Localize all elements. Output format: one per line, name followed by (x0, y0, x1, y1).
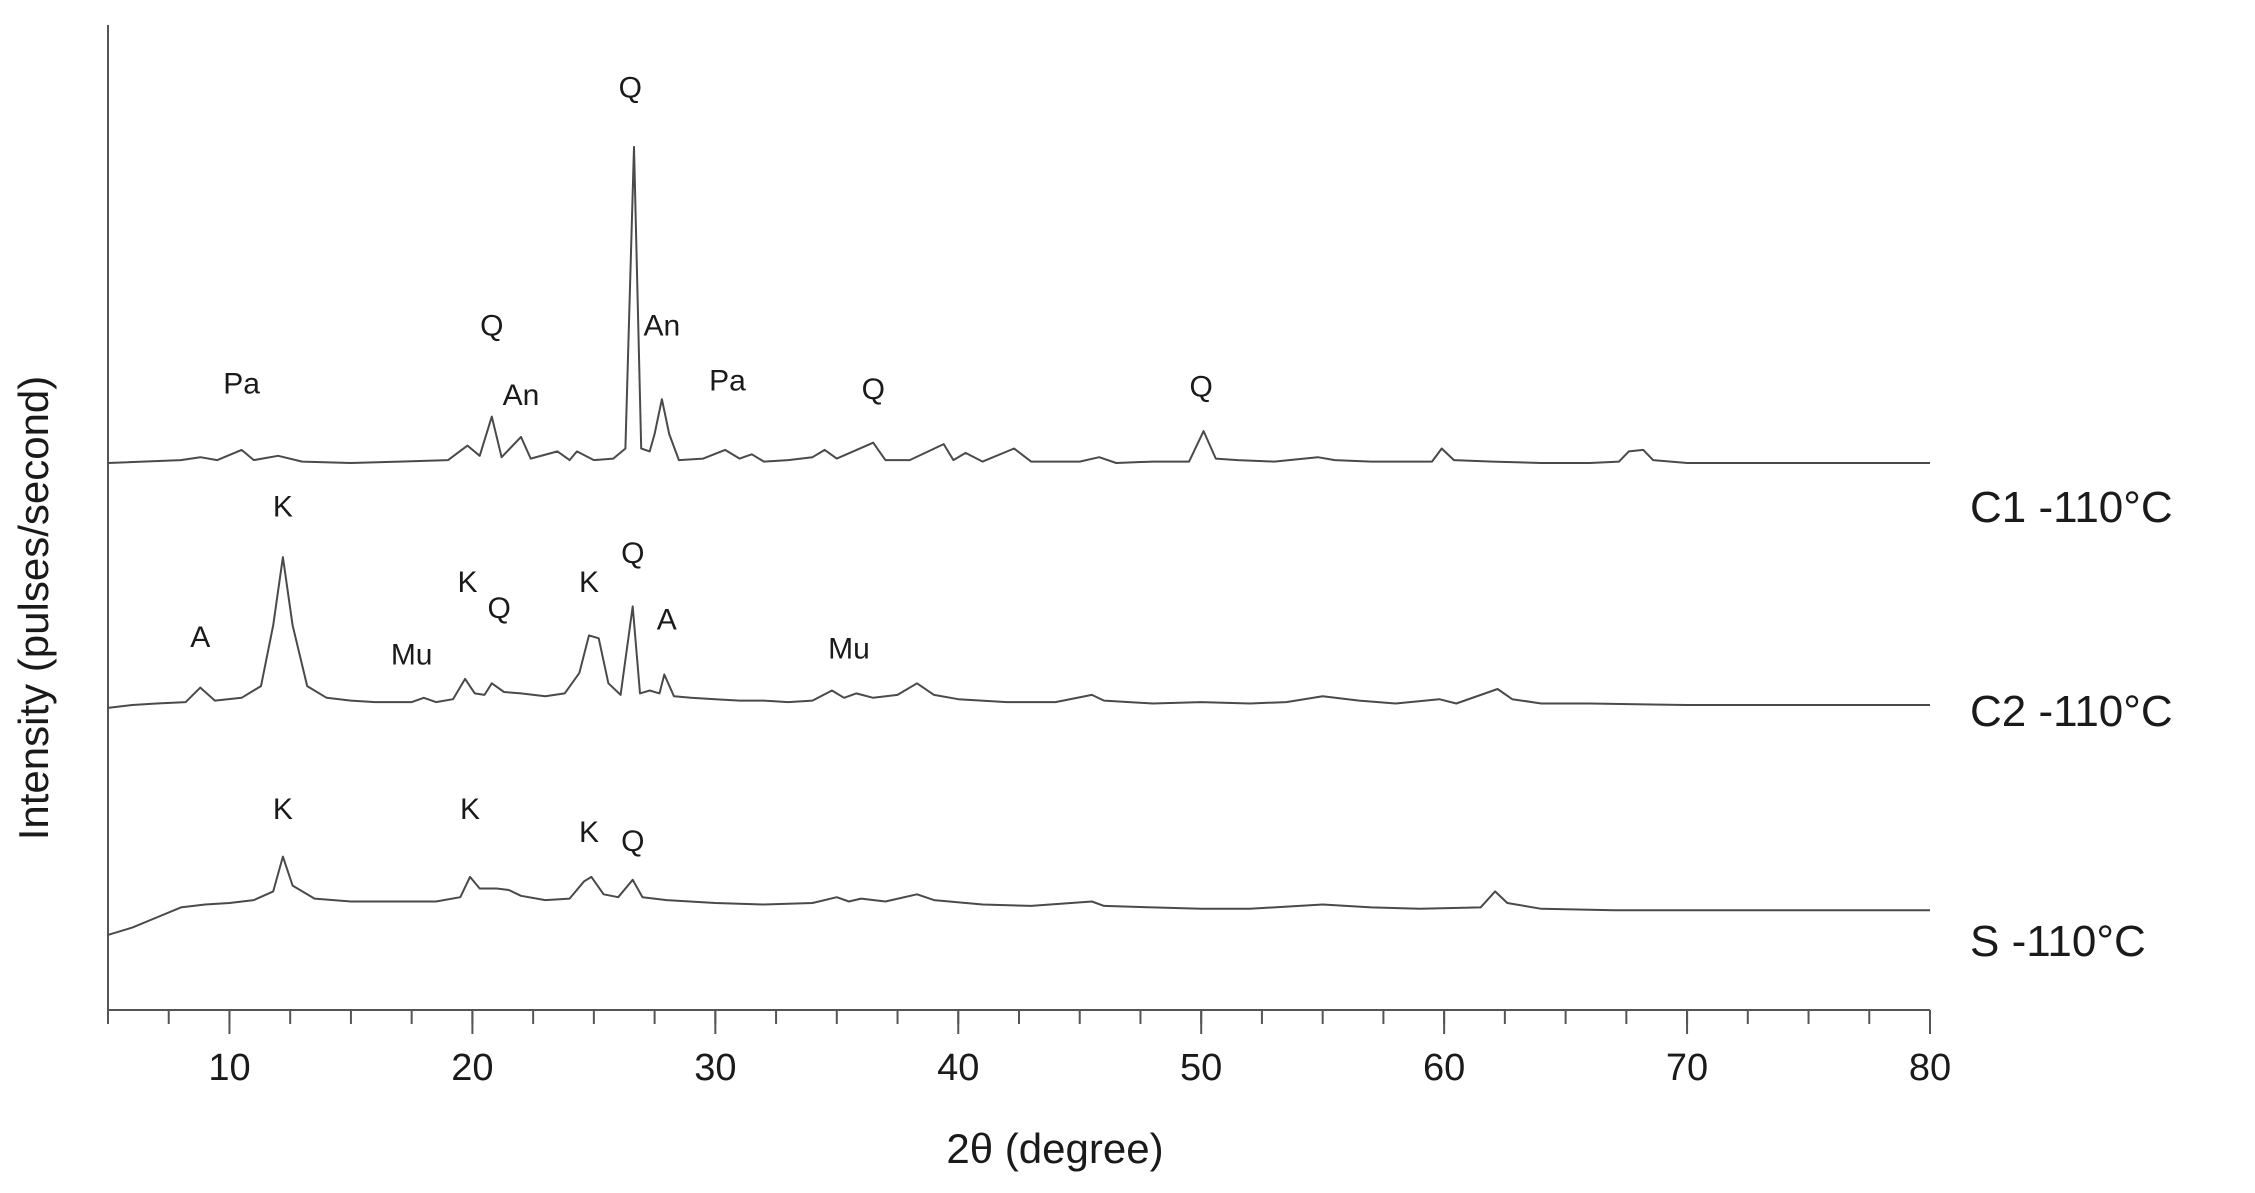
series-trace-3 (107, 855, 1930, 936)
x-tick-label: 70 (1666, 1047, 1708, 1089)
peak-label: K (579, 816, 599, 849)
peak-label: An (503, 379, 540, 412)
peak-label: Q (621, 537, 644, 570)
peak-label: K (273, 491, 293, 524)
peak-label: Q (621, 825, 644, 858)
peak-label: A (657, 604, 677, 637)
peak-label: K (579, 566, 599, 599)
x-tick-label: 80 (1909, 1047, 1951, 1089)
peak-label: K (273, 793, 293, 826)
plot-area: 10 20 30 40 50 60 70 80 C1 -110°C Pa Q An Q An Pa Q Q C2 … (107, 25, 2173, 1089)
peak-label: Q (487, 592, 510, 625)
peak-label: An (644, 309, 681, 342)
peak-label: Q (1190, 370, 1213, 403)
series-trace-1 (107, 145, 1930, 464)
x-tick-label: 50 (1180, 1047, 1222, 1089)
x-tick-label: 40 (937, 1047, 979, 1089)
series-trace-2 (107, 556, 1930, 709)
peak-label: Pa (709, 365, 746, 398)
x-axis-label: 2θ (degree) (946, 1125, 1163, 1172)
peak-label: K (460, 793, 480, 826)
peak-label: Pa (223, 367, 260, 400)
peak-label: K (458, 566, 478, 599)
series-label-2: C2 -110°C (1970, 687, 2173, 736)
x-tick-label: 20 (451, 1047, 493, 1089)
peak-label: Q (480, 309, 503, 342)
peak-label: Q (862, 373, 885, 406)
peak-label: Mu (828, 633, 870, 666)
series-label-1: C1 -110°C (1970, 483, 2173, 532)
x-tick-label: 60 (1423, 1047, 1465, 1089)
y-axis-label: Intensity (pulses/second) (10, 376, 57, 841)
peak-label: Q (619, 72, 642, 105)
x-tick-label: 30 (694, 1047, 736, 1089)
peak-label: Mu (391, 638, 433, 671)
series-label-3: S -110°C (1970, 917, 2146, 966)
peak-label: A (190, 621, 210, 654)
x-tick-label: 10 (208, 1047, 250, 1089)
